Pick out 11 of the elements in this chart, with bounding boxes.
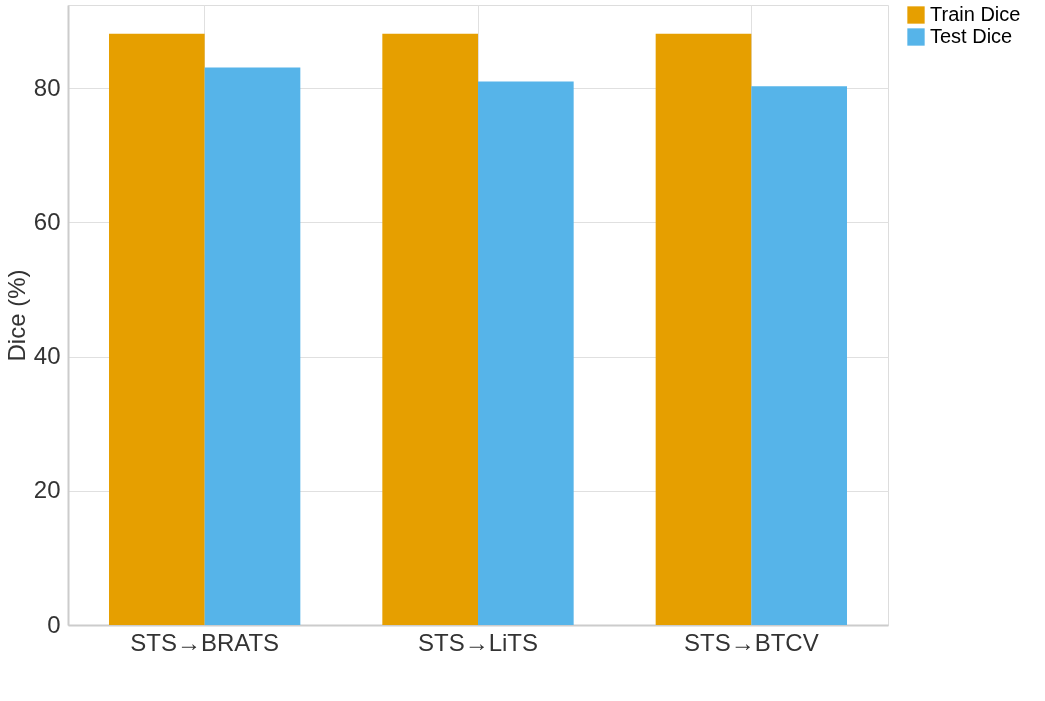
y-tick-label: 80 [33,73,61,101]
y-tick-label: 40 [33,342,61,370]
x-tick-label: STS→BTCV [683,628,819,656]
y-tick-label: 60 [33,207,61,235]
x-tick-label: STS→LiTS [417,628,539,656]
legend-label: Train Dice [930,3,1021,25]
y-tick-label: 0 [47,610,61,638]
legend-label: Test Dice [930,25,1013,47]
y-axis-title: Dice (%) [2,269,30,362]
x-tick-label: STS→BRATS [130,628,280,656]
y-tick-label: 20 [33,476,61,504]
